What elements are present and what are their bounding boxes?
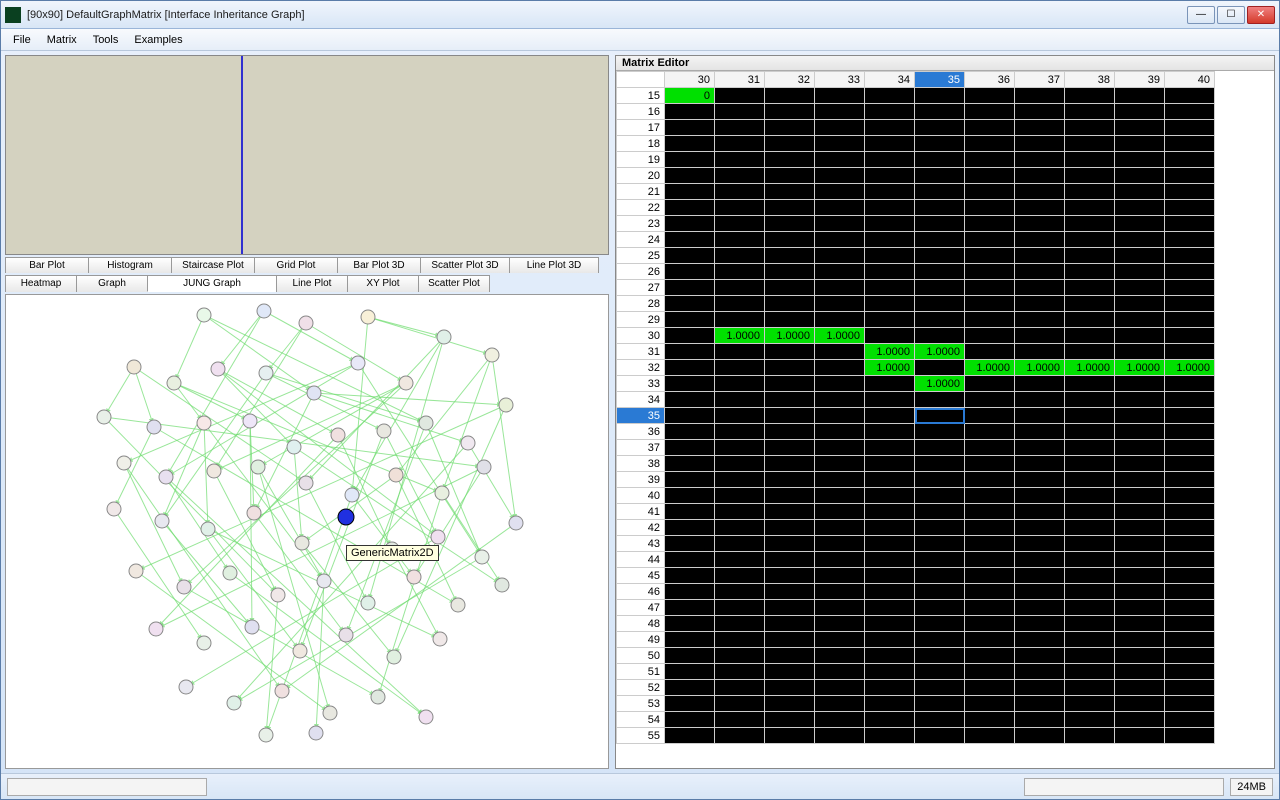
titlebar: [90x90] DefaultGraphMatrix [Interface In…: [1, 1, 1279, 29]
tab-line-plot-3d[interactable]: Line Plot 3D: [509, 257, 599, 273]
matrix-table[interactable]: 3031323334353637383940150161718192021222…: [616, 71, 1215, 744]
statusbar: 24MB: [1, 773, 1279, 799]
menu-matrix[interactable]: Matrix: [39, 32, 85, 48]
overview-chart[interactable]: [5, 55, 609, 255]
app-window: [90x90] DefaultGraphMatrix [Interface In…: [0, 0, 1280, 800]
tab-graph[interactable]: Graph: [76, 275, 148, 292]
node-tooltip: GenericMatrix2D: [346, 545, 439, 561]
tab-scatter-plot[interactable]: Scatter Plot: [418, 275, 490, 292]
menu-examples[interactable]: Examples: [126, 32, 190, 48]
tab-bar-plot[interactable]: Bar Plot: [5, 257, 89, 273]
app-icon: [5, 7, 21, 23]
tab-heatmap[interactable]: Heatmap: [5, 275, 77, 292]
window-title: [90x90] DefaultGraphMatrix [Interface In…: [27, 9, 1187, 21]
content-area: Bar Plot Histogram Staircase Plot Grid P…: [1, 51, 1279, 773]
graph-view[interactable]: GenericMatrix2D: [5, 294, 609, 769]
menu-file[interactable]: File: [5, 32, 39, 48]
maximize-button[interactable]: ☐: [1217, 6, 1245, 24]
matrix-editor-pane: Matrix Editor 30313233343536373839401501…: [615, 55, 1275, 769]
tab-xy-plot[interactable]: XY Plot: [347, 275, 419, 292]
status-well-left: [7, 778, 207, 796]
tab-line-plot[interactable]: Line Plot: [276, 275, 348, 292]
tab-staircase-plot[interactable]: Staircase Plot: [171, 257, 255, 273]
chart-cursor-line: [241, 56, 243, 254]
menubar: File Matrix Tools Examples: [1, 29, 1279, 51]
menu-tools[interactable]: Tools: [85, 32, 127, 48]
matrix-scroll[interactable]: 3031323334353637383940150161718192021222…: [616, 71, 1274, 768]
minimize-button[interactable]: —: [1187, 6, 1215, 24]
status-well-progress: [1024, 778, 1224, 796]
status-memory: 24MB: [1230, 778, 1273, 796]
tab-scatter-plot-3d[interactable]: Scatter Plot 3D: [420, 257, 510, 273]
graph-canvas: [6, 295, 608, 768]
tab-jung-graph[interactable]: JUNG Graph: [147, 275, 277, 292]
tab-bar-plot-3d[interactable]: Bar Plot 3D: [337, 257, 421, 273]
matrix-editor-title: Matrix Editor: [616, 56, 1274, 71]
tab-grid-plot[interactable]: Grid Plot: [254, 257, 338, 273]
close-button[interactable]: ✕: [1247, 6, 1275, 24]
left-pane: Bar Plot Histogram Staircase Plot Grid P…: [5, 55, 609, 769]
tab-histogram[interactable]: Histogram: [88, 257, 172, 273]
plot-tabs-row1: Bar Plot Histogram Staircase Plot Grid P…: [5, 257, 609, 273]
plot-tabs-row2: Heatmap Graph JUNG Graph Line Plot XY Pl…: [5, 275, 609, 292]
